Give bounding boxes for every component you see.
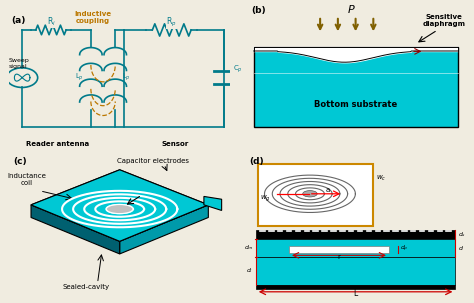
Polygon shape (295, 188, 324, 200)
Text: diaphragm: diaphragm (423, 21, 466, 27)
Polygon shape (204, 196, 222, 211)
Ellipse shape (303, 191, 317, 197)
Polygon shape (62, 191, 177, 227)
Text: (b): (b) (251, 6, 266, 15)
Bar (289, 245, 389, 252)
Text: $d_m$: $d_m$ (244, 243, 254, 252)
Polygon shape (288, 185, 332, 203)
Text: r: r (337, 254, 340, 260)
Text: $P$: $P$ (347, 3, 356, 15)
Text: coupling: coupling (76, 18, 110, 24)
Text: L: L (354, 289, 358, 298)
Bar (256, 238, 456, 257)
Polygon shape (280, 181, 340, 206)
Text: R$_p$: R$_p$ (166, 16, 177, 29)
Text: Sensitive: Sensitive (426, 14, 463, 20)
Text: L$_p$: L$_p$ (122, 72, 131, 83)
Text: $w_c$: $w_c$ (375, 174, 386, 183)
Text: $d_s$: $d_s$ (457, 230, 466, 239)
Text: Inductive: Inductive (74, 11, 112, 17)
Polygon shape (264, 175, 356, 212)
Polygon shape (31, 205, 119, 254)
Bar (258, 164, 374, 226)
Text: Sealed-cavity: Sealed-cavity (63, 284, 110, 290)
Text: R$_i$: R$_i$ (46, 15, 55, 28)
Text: $d_p$: $d_p$ (400, 244, 409, 254)
Text: Capacitor electrodes: Capacitor electrodes (117, 158, 189, 164)
Ellipse shape (106, 205, 133, 214)
Polygon shape (119, 205, 209, 254)
Text: a: a (326, 187, 330, 193)
Polygon shape (73, 194, 166, 224)
Text: $w_g$: $w_g$ (260, 194, 271, 204)
Text: Reader antenna: Reader antenna (26, 142, 89, 147)
Text: (d): (d) (249, 157, 264, 166)
Polygon shape (106, 205, 133, 213)
Polygon shape (31, 170, 209, 241)
Polygon shape (84, 198, 155, 220)
Polygon shape (272, 178, 347, 209)
Bar (254, 47, 457, 127)
Text: C$_p$: C$_p$ (233, 63, 243, 75)
Text: $d$: $d$ (457, 244, 464, 251)
Polygon shape (95, 201, 144, 217)
Bar (256, 230, 456, 238)
Text: L$_p$: L$_p$ (75, 72, 84, 83)
Text: (a): (a) (11, 16, 26, 25)
Text: Inductance
coil: Inductance coil (7, 173, 46, 186)
Text: Sweep
signal: Sweep signal (9, 58, 29, 69)
Text: Sensor: Sensor (162, 142, 189, 147)
Text: $d_i$: $d_i$ (246, 266, 254, 275)
Bar (256, 285, 456, 289)
Polygon shape (303, 191, 317, 197)
Polygon shape (31, 170, 209, 241)
Text: (c): (c) (13, 157, 27, 166)
Text: Bottom substrate: Bottom substrate (314, 100, 397, 109)
Bar (256, 257, 456, 285)
